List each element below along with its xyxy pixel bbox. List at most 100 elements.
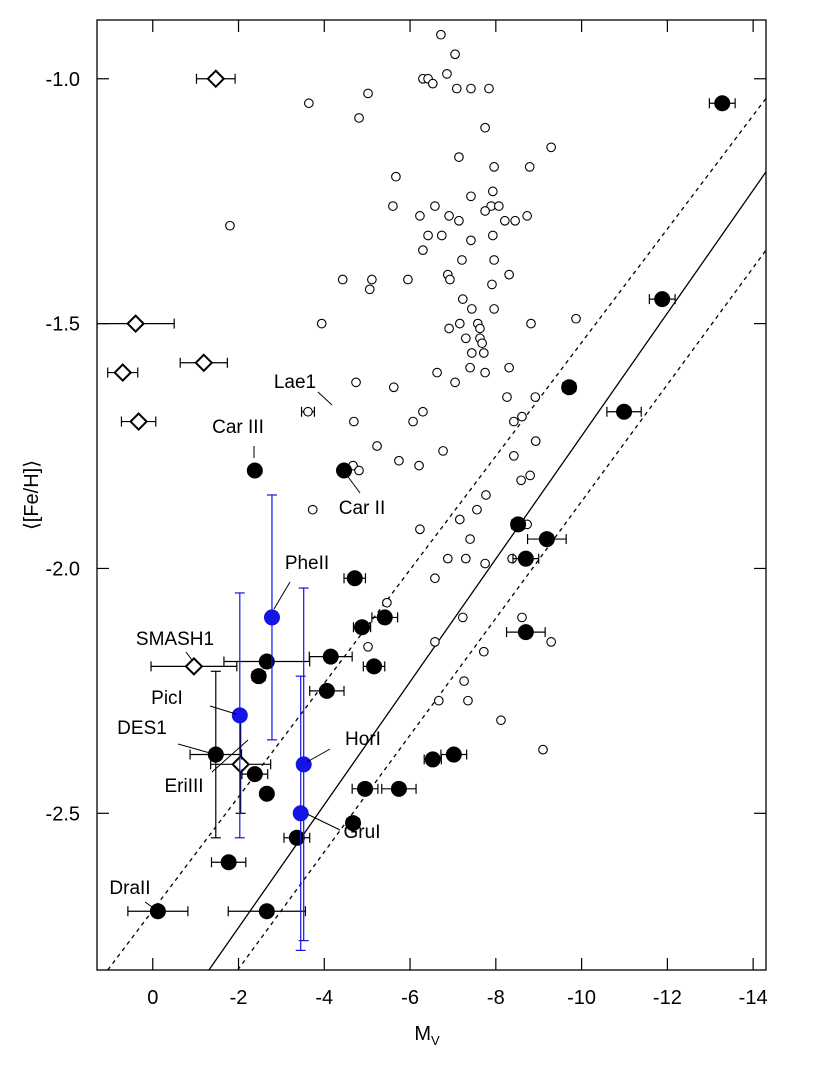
open-circle (478, 348, 489, 358)
open-circle (403, 274, 413, 285)
open-circle (487, 279, 497, 290)
x-tick-label: -14 (739, 987, 768, 1009)
x-axis-label-main: M (414, 1023, 431, 1045)
open-circle (364, 284, 375, 295)
open-circle (363, 88, 373, 99)
filled-circle (258, 785, 275, 802)
open-circle (493, 201, 504, 211)
annotation-label: Car II (339, 498, 385, 519)
x-tick-label: -6 (401, 987, 419, 1009)
filled-circle (538, 531, 555, 548)
filled-circle (345, 815, 362, 832)
open-circle (430, 573, 440, 584)
filled-circle (336, 462, 353, 479)
open-circle (481, 490, 491, 500)
annotation-leader (273, 581, 291, 610)
open-diamond (184, 656, 204, 676)
open-circle (351, 377, 361, 388)
open-circle (388, 382, 399, 393)
open-circle (475, 323, 485, 334)
x-tick-label: -12 (653, 987, 682, 1009)
x-tick-label: -4 (315, 987, 333, 1009)
open-diamond (206, 69, 226, 89)
annotation-leader (306, 813, 341, 831)
filled-circle (517, 624, 534, 641)
filled-circle (318, 682, 335, 699)
open-circle (415, 211, 425, 221)
filled-circle (376, 609, 393, 626)
filled-circle (510, 516, 527, 533)
open-circle (388, 201, 398, 211)
open-circle (465, 534, 475, 544)
open-circle (454, 514, 465, 525)
open-circle (517, 411, 527, 422)
annotation-leader (185, 651, 193, 661)
filled-circle (357, 780, 374, 797)
y-tick-label: -2.5 (46, 803, 80, 825)
open-circle (394, 455, 404, 466)
open-circle (516, 475, 526, 486)
open-circle (508, 450, 519, 461)
open-circle (418, 245, 428, 256)
open-diamond (231, 754, 251, 774)
open-circle (466, 235, 476, 246)
filled-circle (561, 379, 578, 396)
open-circle (423, 230, 433, 241)
y-tick-label: -1.0 (46, 69, 80, 91)
open-circle (454, 318, 465, 329)
open-circle (499, 215, 510, 226)
annotation-leader (177, 743, 211, 754)
open-circle (510, 215, 520, 226)
filled-circle (354, 619, 371, 636)
open-circle (414, 460, 424, 471)
open-circle (466, 304, 477, 314)
x-axis-label: MV (414, 1023, 440, 1048)
open-circle (457, 294, 468, 304)
annotation-label: EriIII (164, 776, 203, 797)
open-circle (445, 274, 455, 285)
open-circle (480, 558, 490, 569)
open-circle (487, 230, 498, 241)
filled-circle (250, 668, 267, 685)
annotation-leader (144, 901, 156, 910)
filled-circle (517, 550, 534, 567)
open-circle (530, 392, 541, 402)
annotation-leader (211, 739, 249, 773)
open-circle (451, 83, 462, 94)
open-circle (442, 553, 453, 564)
filled-circle (220, 854, 237, 871)
annotation-leader (345, 473, 361, 494)
y-tick-label: -2.0 (46, 558, 80, 580)
open-circle (489, 255, 499, 265)
x-tick-label: -2 (230, 987, 248, 1009)
open-circle (454, 215, 464, 226)
filled-circle (295, 756, 312, 773)
filled-circle (231, 707, 248, 724)
filled-circle (322, 648, 339, 665)
open-circle (484, 83, 494, 94)
open-circle (504, 362, 514, 373)
open-circle (477, 338, 487, 349)
open-circle (438, 446, 448, 456)
y-tick-label: -1.5 (46, 314, 80, 336)
filled-circle (366, 658, 383, 675)
annotation-label: PheII (285, 553, 329, 574)
open-circle (522, 211, 532, 221)
annotation-label: GruI (344, 822, 381, 843)
annotation-label: Car III (212, 417, 264, 438)
open-circle (442, 69, 452, 79)
y-axis-label: ⟨[Fe/H]⟩ (21, 460, 43, 530)
open-diamond (126, 314, 146, 334)
x-tick-label: -8 (487, 987, 505, 1009)
filled-circle (616, 403, 633, 420)
open-circle (489, 304, 499, 314)
x-tick-label: -10 (567, 987, 596, 1009)
filled-circle (424, 751, 441, 768)
filled-circle (258, 653, 275, 670)
open-circle (450, 49, 460, 60)
open-circle (303, 406, 313, 417)
filled-circle (263, 609, 280, 626)
open-circle (436, 230, 447, 241)
open-circle (524, 162, 535, 172)
